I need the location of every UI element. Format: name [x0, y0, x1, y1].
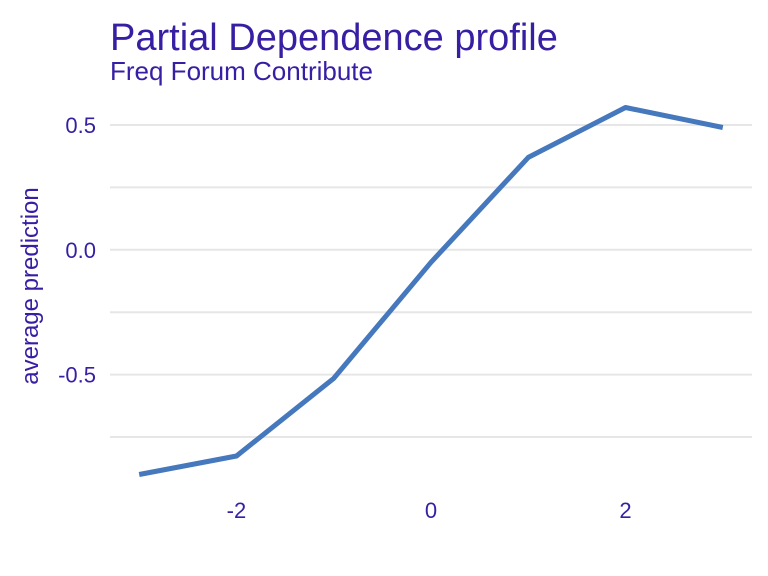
chart-title: Partial Dependence profile — [110, 17, 558, 59]
y-tick-label: -0.5 — [58, 363, 96, 388]
x-tick-label: 2 — [619, 498, 631, 523]
y-tick-label: 0.0 — [65, 238, 96, 263]
series-line — [138, 105, 724, 477]
x-tick-labels: -2 0 2 — [227, 498, 632, 523]
series-layer — [138, 105, 724, 477]
y-axis-label: average prediction — [17, 187, 44, 384]
y-tick-label: 0.5 — [65, 113, 96, 138]
chart-subtitle: Freq Forum Contribute — [110, 56, 373, 86]
x-tick-label: -2 — [227, 498, 247, 523]
y-tick-labels: 0.5 0.0 -0.5 — [58, 113, 96, 388]
x-tick-label: 0 — [425, 498, 437, 523]
grid-lines — [110, 123, 752, 439]
